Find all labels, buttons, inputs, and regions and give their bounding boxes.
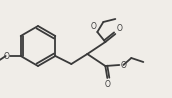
Text: O: O — [90, 22, 96, 31]
Text: O: O — [120, 60, 126, 69]
Text: O: O — [104, 80, 110, 89]
Text: O: O — [3, 52, 9, 60]
Text: O: O — [116, 24, 122, 33]
